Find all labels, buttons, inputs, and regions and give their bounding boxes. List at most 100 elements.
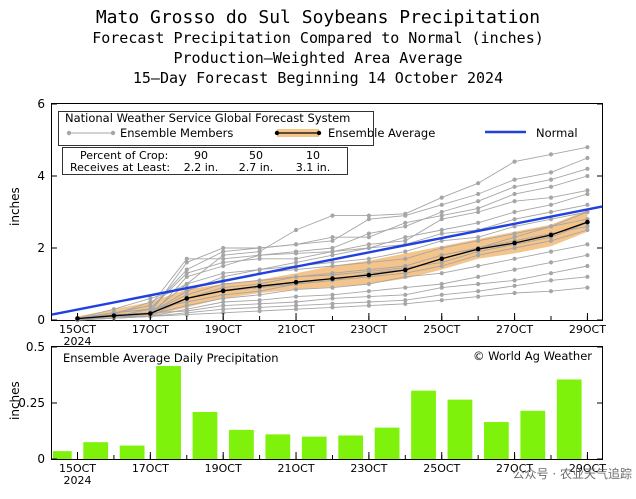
daily-precip-bar [447, 399, 473, 459]
ensemble-member-point [221, 249, 226, 254]
ensemble-member-point [366, 260, 371, 265]
ensemble-member-point [512, 184, 517, 189]
ensemble-member-point [148, 296, 153, 301]
ensemble-member-point [476, 274, 481, 279]
daily-precip-bar [229, 429, 254, 459]
ensemble-member-point [403, 271, 408, 276]
ensemble-member-point [184, 299, 189, 305]
ensemble-member-point [184, 260, 189, 265]
percent-row1-label: Percent of Crop: [80, 149, 168, 162]
ensemble-member-point [330, 245, 335, 251]
ensemble-member-point [221, 271, 226, 276]
ensemble-member-point [476, 191, 481, 197]
ensemble-member-point [403, 238, 408, 243]
ensemble-member-point [366, 281, 371, 287]
ensemble-member-point [293, 287, 299, 292]
ensemble-member-point [476, 263, 481, 269]
main-y-tick-label: 6 [37, 97, 45, 111]
ensemble-member-point [330, 235, 335, 240]
main-legend: National Weather Service Global Forecast… [58, 111, 578, 146]
bar-x-tick-label: 15OCT [59, 462, 96, 475]
bar-x-tick-label: 25OCT [423, 462, 460, 475]
legend-avg-dot-right [316, 130, 322, 136]
ensemble-member-point [257, 267, 262, 272]
ensemble-member-point [184, 312, 189, 317]
ensemble-member-point [330, 272, 335, 278]
ensemble-member-point [221, 260, 226, 265]
ensemble-member-point [439, 263, 444, 269]
ensemble-member-point [257, 278, 262, 283]
legend-normal-label: Normal [536, 126, 578, 140]
ensemble-member-point [476, 206, 481, 211]
ensemble-member-point [585, 202, 590, 207]
bar-x-tick-label: 23OCT [350, 462, 387, 475]
ensemble-member-point [585, 285, 590, 290]
normal-line [51, 205, 603, 316]
ensemble-member-point [476, 289, 481, 294]
legend-avg-dot-left [274, 130, 280, 136]
legend-avg-label: Ensemble Average [328, 126, 435, 140]
chart-title: Mato Grosso do Sul Soybeans Precipitatio… [95, 7, 541, 28]
ensemble-member-point [403, 213, 408, 218]
ensemble-member-point [330, 301, 335, 306]
ensemble-member-point [512, 278, 517, 283]
ensemble-member-point [439, 271, 444, 276]
daily-precip-bar [411, 390, 436, 459]
ensemble-member-point [366, 242, 371, 247]
ensemble-average-point [184, 296, 190, 301]
main-x-tick-label: 21OCT [278, 323, 315, 336]
ensemble-member-point [439, 285, 444, 290]
ensemble-member-point [293, 303, 299, 308]
ensemble-member-point [403, 256, 408, 261]
legend-members-label: Ensemble Members [120, 126, 233, 140]
copyright-watermark: © World Ag Weather [473, 349, 592, 363]
legend-members-dot-left [66, 130, 72, 136]
ensemble-member-point [330, 238, 335, 243]
daily-precip-bar [265, 434, 291, 459]
ensemble-member-point [293, 299, 299, 305]
daily-precip-bar [301, 436, 327, 459]
ensemble-member-point [585, 209, 590, 215]
ensemble-member-point [330, 296, 335, 301]
ensemble-member-point [439, 245, 444, 251]
ensemble-member-point [439, 213, 444, 218]
ensemble-member-point [221, 256, 226, 261]
ensemble-member-point [221, 263, 226, 269]
ensemble-member-point [585, 166, 590, 171]
bar-chart-title: Ensemble Average Daily Precipitation [63, 351, 279, 365]
daily-precip-bar [556, 379, 582, 459]
ensemble-member-point [221, 307, 226, 312]
chart-subtitle-2: Production—Weighted Area Average [173, 49, 463, 67]
bar-y-label: inches [8, 381, 22, 420]
main-x-tick-label: 27OCT [496, 323, 533, 336]
ensemble-average-point [475, 246, 481, 252]
bar-x-tick-label: 29OCT [569, 462, 606, 475]
bar-plot-content [53, 366, 582, 459]
ensemble-member-point [548, 224, 554, 229]
ensemble-member-point [548, 152, 554, 157]
ensemble-member-point [257, 249, 262, 254]
ensemble-member-point [330, 263, 335, 269]
ensemble-average-point [220, 288, 226, 294]
ensemble-member-point [257, 305, 262, 310]
ensemble-member-point [512, 245, 517, 251]
ensemble-member-point [439, 209, 444, 215]
ensemble-member-point [512, 290, 517, 296]
daily-precip-bar [53, 451, 72, 459]
ensemble-member-point [548, 249, 554, 254]
ensemble-member-point [330, 292, 335, 297]
ensemble-member-point [512, 283, 517, 288]
ensemble-average-point [293, 279, 299, 285]
bar-y-tick-label: 0.25 [18, 396, 45, 410]
ensemble-average-point [111, 313, 117, 318]
ensemble-member-point [184, 289, 189, 294]
chart-subtitle-3: 15—Day Forecast Beginning 14 October 202… [132, 69, 504, 87]
amount-value-90: 2.2 in. [184, 161, 219, 174]
ensemble-member-point [439, 195, 444, 200]
ensemble-member-point [439, 231, 444, 236]
ensemble-member-point [293, 294, 299, 299]
ensemble-member-point [184, 274, 189, 279]
ensemble-member-point [512, 256, 517, 261]
ensemble-member-point [184, 303, 189, 308]
ensemble-member-point [476, 220, 481, 225]
